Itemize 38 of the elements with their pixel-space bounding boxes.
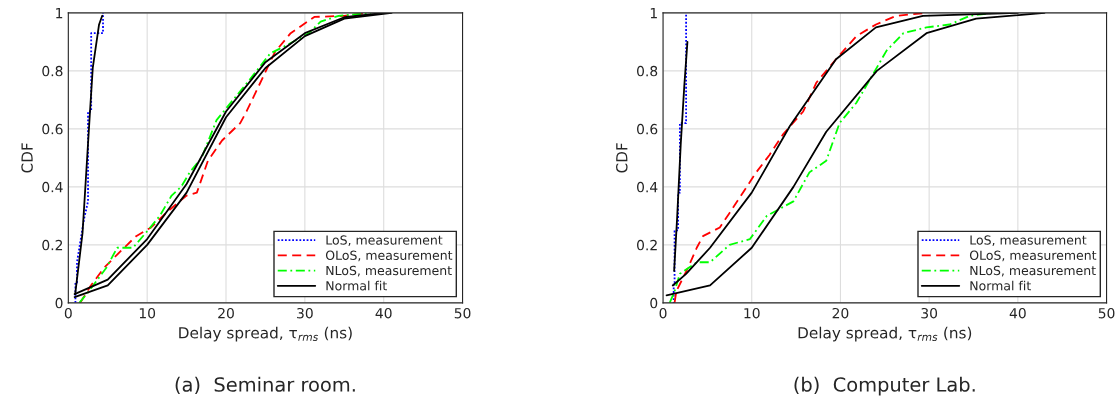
y-tick-label: 0.4	[42, 181, 63, 193]
x-tick-label: 40	[375, 307, 392, 319]
x-tick-label: 50	[454, 307, 471, 319]
text: (a) Seminar room.	[175, 376, 355, 395]
x-tick-label: 40	[1009, 307, 1026, 319]
legend-label: LoS, measurement	[970, 235, 1087, 247]
legend-label: OLoS, measurement	[969, 250, 1097, 262]
x-tick-label: 20	[832, 307, 849, 319]
x-axis-title: Delay spread, τ$_{rms}$ (ns)	[798, 326, 972, 342]
x-axis-title: Delay spread, τ$_{rms}$ (ns)	[179, 326, 352, 342]
x-tick-label: 30	[921, 307, 938, 319]
y-tick-label: 0	[55, 297, 63, 309]
legend-label: OLoS, measurement	[325, 250, 453, 262]
legend-label: NLoS, measurement	[970, 265, 1096, 277]
y-tick-label: 0	[650, 297, 658, 309]
y-tick-label: 0.8	[42, 65, 63, 77]
y-tick-label: 0.4	[637, 181, 658, 193]
y-tick-label: 1	[56, 8, 63, 19]
y-axis-title: CDF	[616, 143, 628, 173]
legend-label: LoS, measurement	[326, 235, 443, 247]
x-tick-label: 0	[659, 307, 667, 319]
legend-label: Normal fit	[326, 280, 387, 291]
legend-label: NLoS, measurement	[326, 265, 452, 277]
x-tick-label: 0	[64, 307, 72, 319]
x-tick-label: 30	[297, 307, 313, 319]
x-tick-label: 50	[1098, 307, 1115, 319]
x-tick-label: 10	[744, 307, 760, 319]
x-tick-label: 20	[218, 307, 234, 319]
legend-label: Normal fit	[970, 280, 1031, 291]
y-tick-label: 0.6	[637, 123, 658, 135]
y-tick-label: 0.6	[42, 123, 63, 135]
y-tick-label: 0.8	[637, 65, 658, 77]
y-tick-label: 1	[650, 8, 657, 19]
y-tick-label: 0.2	[42, 239, 63, 251]
x-tick-label: 10	[139, 307, 156, 319]
y-tick-label: 0.2	[637, 239, 657, 251]
text: (b) Computer Lab.	[794, 376, 975, 396]
y-axis-title: CDF	[21, 143, 33, 173]
